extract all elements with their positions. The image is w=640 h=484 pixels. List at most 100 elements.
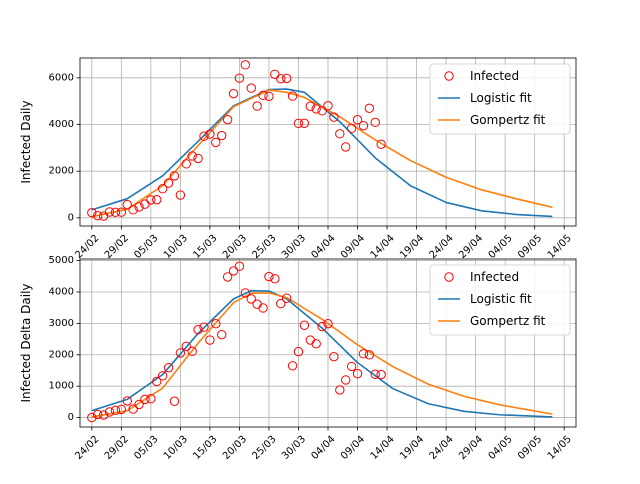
infected-point — [169, 171, 180, 181]
logistic-fit-line — [91, 88, 553, 218]
y-tick-label: 3000 — [49, 318, 74, 329]
infected-point — [134, 399, 144, 410]
infected-point — [346, 123, 357, 134]
x-tick-label: 15/03 — [191, 233, 219, 261]
infected-point — [305, 335, 315, 345]
infected-point — [163, 178, 174, 188]
infected-point — [193, 324, 203, 335]
x-tick-label: 10/03 — [162, 434, 190, 462]
x-tick-label: 09/04 — [339, 233, 367, 261]
x-tick-label: 09/05 — [516, 434, 544, 462]
infected-point — [157, 371, 168, 381]
plot-area — [87, 60, 553, 221]
infected-point — [258, 303, 268, 313]
infected-point — [152, 376, 162, 387]
infected-point — [122, 199, 132, 210]
infected-point — [128, 205, 138, 215]
infected-point — [116, 207, 127, 217]
infected-point — [276, 74, 286, 84]
infected-point — [335, 385, 345, 395]
gompertz-fit-line — [91, 292, 553, 418]
x-tick-label: 30/03 — [280, 233, 308, 261]
x-tick-label: 20/03 — [221, 233, 249, 261]
infected-point — [175, 348, 186, 358]
legend-label: Logistic fit — [470, 292, 532, 306]
y-tick-label: 0 — [68, 412, 74, 423]
infected-point — [293, 118, 304, 129]
y-axis-label: Infected Delta Daily — [19, 283, 33, 402]
infected-point — [175, 190, 186, 200]
y-tick-label: 4000 — [49, 286, 74, 297]
gompertz-fit-line — [91, 89, 553, 218]
x-tick-label: 19/04 — [398, 233, 426, 261]
infected-point — [252, 101, 262, 111]
infected-point — [270, 274, 280, 284]
y-tick-label: 5000 — [49, 255, 74, 266]
axes-frame — [79, 258, 577, 428]
x-tick-label: 25/03 — [250, 434, 278, 462]
infected-point — [281, 73, 292, 84]
y-tick-label: 2000 — [49, 349, 74, 360]
x-tick-label: 24/02 — [73, 233, 101, 261]
x-tick-label: 29/02 — [103, 434, 131, 462]
infected-point — [370, 117, 380, 128]
infected-point — [293, 346, 304, 357]
infected-point — [211, 137, 221, 148]
infected-point — [264, 91, 274, 101]
x-tick-label: 14/04 — [369, 434, 397, 462]
infected-point — [352, 368, 363, 379]
infected-point — [134, 202, 144, 212]
y-axis-label: Infected Daily — [19, 100, 33, 183]
legend-label: Infected — [470, 270, 519, 284]
chart-infected-daily: 24/02 29/02 05/03 10/03 15/03 20/03 25/03 30/03… — [19, 57, 577, 261]
infected-point — [358, 120, 369, 131]
infected-point — [87, 412, 97, 423]
x-tick-label: 10/03 — [162, 233, 190, 261]
y-tick-label: 6000 — [49, 72, 74, 83]
legend: Infected Logistic fit Gompertz fit — [429, 264, 571, 336]
x-tick-label: 04/05 — [487, 233, 515, 261]
infected-point — [104, 207, 115, 217]
infected-point — [346, 361, 357, 372]
infected-point — [110, 405, 121, 416]
x-tick-label: 25/03 — [250, 233, 278, 261]
infected-point — [181, 341, 191, 351]
legend-box — [429, 63, 571, 135]
infected-point — [246, 83, 256, 93]
logistic-fit-line — [91, 289, 553, 418]
infected-point — [341, 375, 351, 385]
infected-point — [146, 394, 156, 404]
y-tick-label: 1000 — [49, 381, 74, 392]
infected-point — [270, 69, 280, 79]
infected-point — [364, 103, 375, 114]
legend: Infected Logistic fit Gompertz fit — [429, 63, 571, 135]
infected-point — [287, 91, 298, 101]
infected-point — [281, 293, 292, 303]
infected-point — [358, 349, 369, 359]
infected-point — [163, 362, 174, 373]
infected-point — [317, 321, 327, 332]
legend-box — [429, 264, 571, 336]
plot-area — [87, 261, 553, 423]
infected-point — [335, 129, 345, 139]
infected-point — [157, 184, 168, 194]
infected-point — [311, 104, 321, 114]
x-tick-label: 24/04 — [428, 233, 456, 261]
infected-point — [234, 261, 245, 271]
infected-point — [87, 207, 97, 218]
infected-point — [187, 346, 197, 357]
infected-point — [110, 207, 121, 217]
y-tick-label: 2000 — [49, 166, 74, 177]
x-tick-label: 04/04 — [309, 434, 337, 462]
infected-point — [169, 396, 180, 406]
infected-point — [152, 194, 162, 205]
x-tick-label: 05/03 — [132, 434, 160, 462]
infected-point — [258, 90, 268, 101]
infected-point — [228, 88, 239, 99]
infected-point — [222, 272, 233, 282]
infected-point — [128, 404, 138, 414]
infected-point — [305, 101, 315, 111]
legend-label: Gompertz fit — [470, 314, 546, 328]
infected-point — [299, 118, 310, 128]
